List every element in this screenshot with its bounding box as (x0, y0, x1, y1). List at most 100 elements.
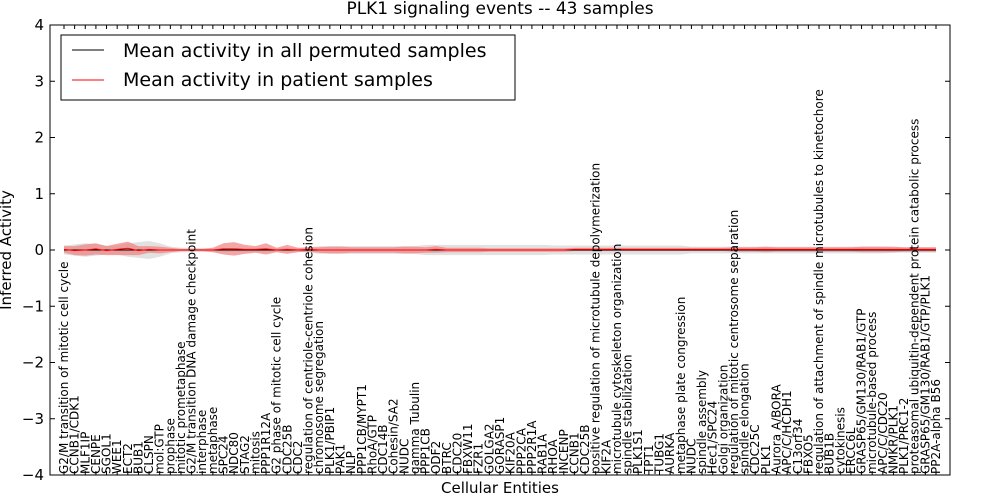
x-tick-label: BTRC (440, 442, 454, 474)
chart-title: PLK1 signaling events -- 43 samples (346, 0, 653, 19)
x-axis: G2/M transition of mitotic cell cycleCCN… (57, 25, 943, 475)
x-tick-label: spindle elongation (738, 363, 752, 474)
series-lines (63, 247, 936, 252)
x-tick-label: NDC80 (227, 432, 241, 474)
x-tick-label: TPT1 (642, 444, 656, 475)
x-tick-label: PLK1 (759, 445, 773, 474)
x-tick-label: CCNB1/CDK1 (68, 395, 82, 474)
x-tick-label: cytokinesis (833, 407, 847, 474)
x-tick-label: C13orf34 (791, 419, 805, 474)
legend: Mean activity in all permuted samples Me… (60, 34, 516, 101)
y-axis-label: Inferred Activity (0, 190, 15, 310)
x-tick-label: RhoA/GTP (365, 415, 379, 474)
x-tick-label: ECT2 (121, 443, 135, 474)
x-tick-label: mitosis (248, 431, 262, 474)
x-tick-label: metaphase (206, 407, 220, 474)
x-tick-label: CDC14B (376, 424, 390, 474)
x-tick-label: gamma Tubulin (408, 382, 422, 474)
x-tick-label: CDC25B (280, 424, 294, 474)
x-tick-label: FBXW11 (461, 424, 475, 474)
x-tick-label: regulation of centriole-centriole cohesi… (302, 227, 316, 474)
x-tick-label: ODF2 (429, 441, 443, 474)
x-tick-label: proteasomal ubiquitin-dependent protein … (908, 119, 922, 474)
x-tick-label: microtubule cytoskeleton organization (610, 244, 624, 474)
x-tick-label: ERCC6L (844, 427, 858, 474)
x-tick-label: TUBG1 (653, 433, 667, 475)
x-tick-label: Golgi organization (716, 365, 730, 474)
x-tick-label: BUB1B (823, 433, 837, 474)
y-tick-label: −4 (22, 466, 44, 484)
x-tick-label: mitotic prometaphase (174, 342, 188, 475)
x-tick-label: GRASP65/GM130/RAB1/GTP (855, 308, 869, 474)
x-tick-label: G2 phase of mitotic cell cycle (270, 297, 284, 474)
x-tick-label: PPP2R1A (525, 420, 539, 474)
x-tick-label: prophase (163, 418, 177, 474)
x-tick-label: PLK1S1 (631, 429, 645, 474)
x-tick-label: G2/M transition DNA damage checkpoint (185, 229, 199, 474)
x-tick-label: PLK1/PRC1-2 (897, 398, 911, 474)
y-tick-label: −3 (22, 410, 44, 428)
x-tick-label: RHOA (546, 438, 560, 474)
x-tick-label: metaphase plate congression (674, 297, 688, 474)
line-patient-mean (63, 247, 936, 252)
x-tick-label: NUDC (684, 439, 698, 474)
x-tick-label: RAB1A (536, 433, 550, 474)
y-tick-label: 2 (34, 129, 44, 147)
x-tick-label: Hec1/SPC24 (706, 401, 720, 474)
x-tick-label: chromosome segregation (312, 321, 326, 474)
x-tick-label: Aurora A/BORA (770, 384, 784, 474)
x-tick-label: PLK1/PBIP1 (323, 407, 337, 474)
y-tick-label: 1 (34, 185, 44, 203)
x-tick-label: FZR1 (472, 443, 486, 474)
y-axis: −4 −3 −2 −1 0 1 2 3 4 (22, 16, 950, 484)
x-tick-label: positive regulation of microtubule depol… (589, 163, 603, 474)
y-tick-label: 3 (34, 72, 44, 90)
band-patient (64, 241, 936, 256)
x-tick-label: BUB1 (131, 441, 145, 474)
x-tick-label: interphase (195, 410, 209, 474)
x-tick-label: PAK1 (334, 444, 348, 474)
y-tick-label: 0 (34, 241, 44, 259)
x-tick-label: GORASP1 (493, 417, 507, 474)
x-tick-label: APC/C/HCDH1 (780, 390, 794, 474)
x-tick-label: CENPE (89, 434, 103, 474)
x-tick-label: INCENP (557, 429, 571, 474)
x-tick-label: mol:GTP (153, 424, 167, 474)
y-tick-label: −2 (22, 354, 44, 372)
x-tick-label: spindle assembly (695, 370, 709, 474)
x-tick-label: PPP1CB/MYPT1 (355, 384, 369, 474)
x-tick-label: CDC20 (451, 433, 465, 474)
x-tick-label: APC/C/CDC20 (876, 392, 890, 474)
x-tick-label: KIF20A (504, 431, 518, 474)
legend-box (60, 34, 516, 101)
x-tick-label: NLP (344, 451, 358, 474)
legend-label-patient: Mean activity in patient samples (123, 69, 433, 91)
x-tick-label: spindle stabilization (621, 354, 635, 474)
x-tick-label: CCNB1 (567, 432, 581, 474)
x-tick-label: STAG2 (238, 435, 252, 474)
x-tick-label: FBXO5 (801, 434, 815, 474)
x-tick-label: WEE1 (110, 439, 124, 474)
x-tick-label: regulation of attachment of spindle micr… (812, 89, 826, 474)
x-tick-label: regulation of mitotic centrosome separat… (727, 210, 741, 474)
x-tick-label: SPC24 (217, 435, 231, 474)
x-tick-label: CDC2 (291, 440, 305, 474)
x-tick-label: PPP2CA (514, 427, 528, 474)
legend-label-permuted: Mean activity in all permuted samples (123, 40, 486, 62)
y-tick-label: 4 (34, 16, 44, 34)
x-tick-label: NUDC (397, 439, 411, 474)
x-tick-label: microtubule-based process (865, 312, 879, 474)
x-tick-label: CLSPN (142, 435, 156, 474)
x-tick-label: KIF2A (599, 439, 613, 474)
x-tick-label: CDC25B (578, 425, 592, 475)
x-tick-label: PPP1CB (419, 428, 433, 474)
x-tick-label: CDC25C (748, 424, 762, 474)
x-tick-label: GRASP65/GM130/RAB1/GTP/PLK1 (918, 275, 932, 474)
x-tick-label: NMKR/PLK1 (887, 405, 901, 474)
x-axis-label: Cellular Entities (441, 479, 559, 497)
x-tick-label: Cohesin/SA2 (387, 398, 401, 474)
x-tick-label: G2/M transition of mitotic cell cycle (57, 261, 71, 474)
x-tick-label: GOLGA2 (482, 423, 496, 474)
x-tick-label: SGOL1 (100, 433, 114, 474)
